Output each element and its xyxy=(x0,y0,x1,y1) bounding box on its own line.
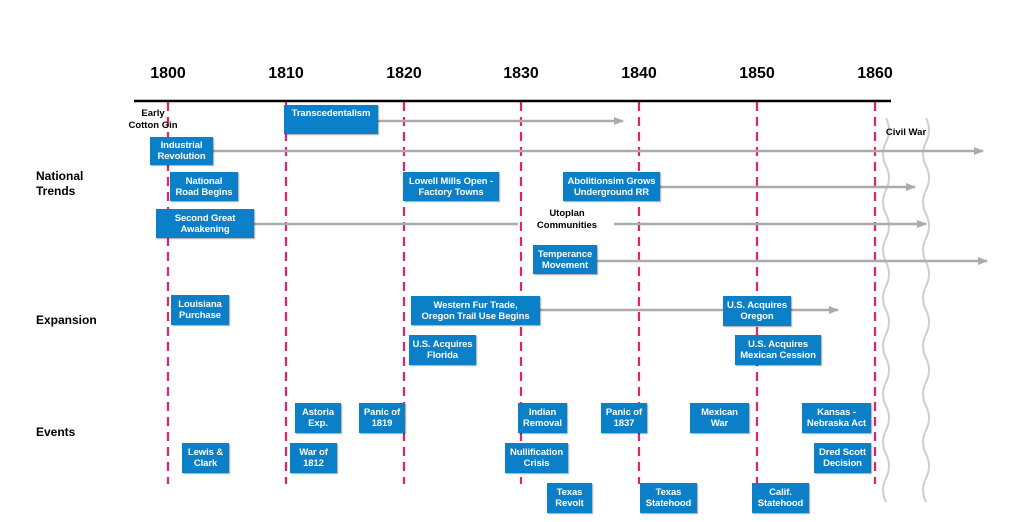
year-1830: 1830 xyxy=(503,65,539,82)
row-label-expansion: Expansion xyxy=(36,313,97,327)
box-astoria-exp: Astoria Exp. xyxy=(295,403,341,433)
year-1840: 1840 xyxy=(621,65,657,82)
box-texas-statehood: Texas Statehood xyxy=(640,483,697,513)
box-temperance: Temperance Movement xyxy=(533,245,597,274)
label-utopian-communities: Utoplan Communities xyxy=(522,208,612,232)
box-nullification-crisis: Nullification Crisis xyxy=(505,443,568,473)
year-1860: 1860 xyxy=(857,65,893,82)
box-lewis-clark: Lewis & Clark xyxy=(182,443,229,473)
box-national-road: National Road Begins xyxy=(170,172,238,201)
year-1850: 1850 xyxy=(739,65,775,82)
box-louisiana-purchase: Louisiana Purchase xyxy=(171,295,229,325)
box-abolitionism: Abolitionsim Grows Underground RR xyxy=(563,172,660,201)
box-lowell-mills: Lowell Mills Open - Factory Towns xyxy=(403,172,499,201)
label-civil-war: Civil War xyxy=(885,127,927,138)
box-mexican-war: Mexican War xyxy=(690,403,749,433)
box-us-acquires-florida: U.S. Acquires Florida xyxy=(409,335,476,365)
box-texas-revolt: Texas Revolt xyxy=(547,483,592,513)
year-1820: 1820 xyxy=(386,65,422,82)
civil-war-wave-right xyxy=(922,117,930,503)
box-indian-removal: Indian Removal xyxy=(518,403,567,433)
year-1800: 1800 xyxy=(150,65,186,82)
trend-arrows xyxy=(213,117,988,314)
box-calif-statehood: Calif. Statehood xyxy=(752,483,809,513)
box-transcendentalism: Transcedentalism xyxy=(284,105,378,134)
box-panic-1837: Panic of 1837 xyxy=(601,403,647,433)
row-label-national-trends: National Trends xyxy=(36,169,84,198)
row-label-events: Events xyxy=(36,425,76,439)
box-us-acquires-mexican-cession: U.S. Acquires Mexican Cession xyxy=(735,335,821,365)
box-second-great-awakening: Second Great Awakening xyxy=(156,209,254,238)
box-panic-1819: Panic of 1819 xyxy=(359,403,405,433)
year-1810: 1810 xyxy=(268,65,304,82)
civil-war-wave-left xyxy=(882,117,890,503)
box-western-fur-trade: Western Fur Trade, Oregon Trail Use Begi… xyxy=(411,296,540,325)
box-war-of-1812: War of 1812 xyxy=(290,443,337,473)
label-early-cotton-gin: Early Cotton Gin xyxy=(128,108,178,131)
box-us-acquires-oregon: U.S. Acquires Oregon xyxy=(723,296,791,326)
box-industrial-revolution: Industrial Revolution xyxy=(150,137,213,165)
box-kansas-nebraska-act: Kansas - Nebraska Act xyxy=(802,403,871,433)
box-dred-scott-decision: Dred Scott Decision xyxy=(814,443,871,473)
